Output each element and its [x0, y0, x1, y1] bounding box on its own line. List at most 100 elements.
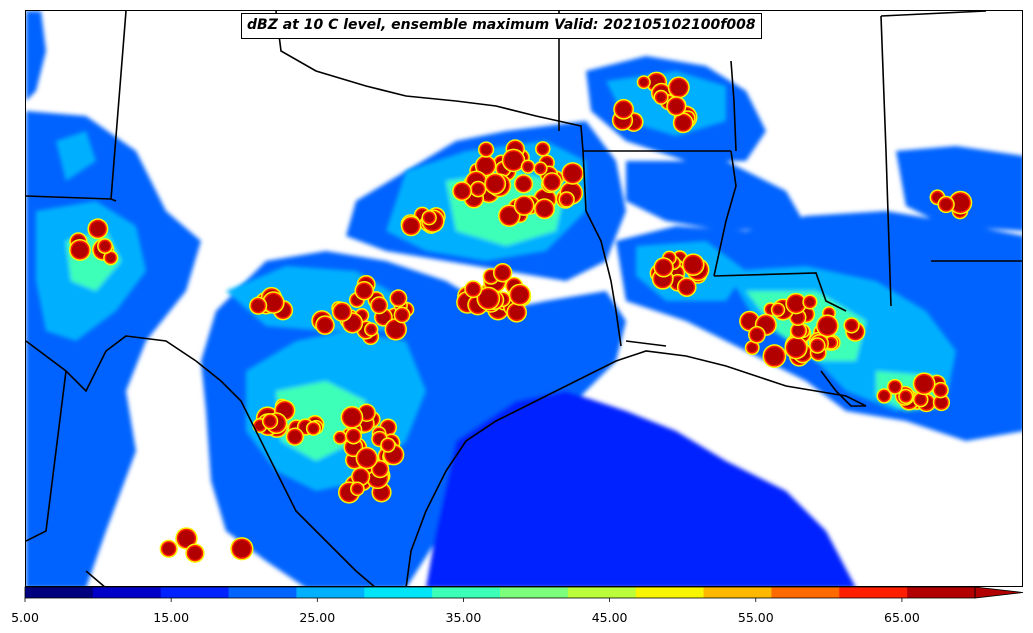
reflectivity-core — [536, 164, 545, 173]
colorbar-bin — [296, 587, 365, 598]
reflectivity-core — [188, 546, 202, 560]
reflectivity-core — [564, 165, 581, 182]
reflectivity-core — [71, 241, 88, 259]
reflectivity-core — [523, 162, 533, 171]
reflectivity-core — [516, 177, 531, 191]
reflectivity-core — [915, 375, 933, 393]
reflectivity-core — [901, 391, 911, 402]
reflectivity-core — [487, 175, 504, 192]
reflectivity-core — [392, 292, 405, 305]
reflectivity-field — [26, 11, 1022, 586]
reflectivity-core — [935, 396, 948, 409]
reflectivity-core — [679, 280, 694, 294]
reflectivity-core — [348, 430, 360, 442]
colorbar-tick-label: 55.00 — [737, 610, 774, 625]
reflectivity-core — [495, 266, 510, 280]
colorbar-bin — [771, 587, 840, 598]
reflectivity-core — [805, 297, 815, 307]
reflectivity-core — [472, 183, 484, 195]
reflectivity-core — [334, 304, 350, 319]
reflectivity-core — [504, 151, 523, 170]
reflectivity-core — [545, 175, 559, 189]
colorbar-bin — [25, 587, 94, 598]
gulf-coastline — [405, 340, 867, 586]
reflectivity-core — [940, 198, 952, 211]
reflectivity-core — [252, 299, 265, 312]
reflectivity-core — [537, 201, 552, 217]
reflectivity-core — [403, 218, 419, 234]
reflectivity-core — [747, 343, 757, 353]
reflectivity-core — [265, 294, 282, 311]
colorbar — [24, 586, 1024, 602]
reflectivity-core — [467, 283, 480, 296]
reflectivity-core — [827, 338, 836, 347]
reflectivity-core — [373, 299, 386, 312]
reflectivity-core — [178, 530, 195, 547]
colorbar-tick-label: 45.00 — [591, 610, 628, 625]
reflectivity-core — [792, 325, 805, 337]
colorbar-bin — [432, 587, 501, 598]
reflectivity-core — [106, 253, 116, 263]
reflectivity-core — [509, 304, 525, 320]
reflectivity-core — [357, 283, 371, 298]
reflectivity-core — [935, 384, 946, 396]
reflectivity-core — [751, 328, 763, 341]
reflectivity-core — [264, 416, 276, 427]
map-title: dBZ at 10 C level, ensemble maximum Vali… — [241, 13, 762, 39]
colorbar-bin — [567, 587, 637, 598]
reflectivity-core — [373, 462, 387, 476]
colorbar-tick-label: 25.00 — [299, 610, 336, 625]
reflectivity-core — [424, 212, 434, 223]
reflectivity-core — [455, 184, 470, 199]
colorbar-bin — [228, 587, 297, 598]
reflectivity-core — [684, 256, 702, 274]
reflectivity-core — [787, 339, 805, 357]
reflectivity-core — [90, 221, 106, 237]
reflectivity-core — [387, 321, 405, 338]
reflectivity-core — [367, 325, 376, 334]
colorbar-bin — [92, 587, 162, 598]
reflectivity-core — [656, 260, 671, 275]
colorbar-tick-label: 65.00 — [884, 610, 920, 625]
reflectivity-core — [354, 470, 368, 484]
colorbar-bin — [160, 587, 230, 598]
reflectivity-core — [360, 406, 373, 419]
reflectivity-core — [765, 347, 784, 366]
reflectivity-core — [846, 320, 857, 331]
colorbar-bin — [364, 587, 433, 598]
reflectivity-core — [233, 540, 251, 558]
reflectivity-core — [915, 394, 926, 405]
reflectivity-cores — [68, 71, 973, 563]
reflectivity-core — [255, 421, 265, 431]
colorbar-bin — [703, 587, 772, 598]
colorbar-extend-arrow — [974, 586, 1024, 599]
reflectivity-core — [669, 99, 684, 114]
colorbar-bin — [500, 587, 569, 598]
reflectivity-core — [343, 408, 361, 426]
reflectivity-core — [656, 92, 666, 102]
reflectivity-core — [889, 381, 900, 392]
reflectivity-core — [675, 115, 691, 131]
reflectivity-core — [480, 144, 492, 155]
reflectivity-core — [951, 193, 970, 212]
reflectivity-core — [773, 305, 783, 314]
colorbar-bin — [839, 587, 908, 598]
reflectivity-core — [516, 198, 532, 213]
colorbar-bin — [635, 587, 705, 598]
reflectivity-core — [477, 157, 494, 174]
reflectivity-core — [353, 484, 362, 494]
reflectivity-core — [818, 317, 836, 335]
colorbar-tick-label: 5.00 — [11, 610, 39, 625]
reflectivity-core — [501, 207, 518, 225]
reflectivity-core — [742, 313, 758, 329]
reflectivity-core — [162, 542, 175, 555]
reflectivity-core — [318, 318, 332, 332]
reflectivity-core — [538, 144, 548, 154]
reflectivity-core — [335, 433, 345, 442]
reflectivity-core — [639, 78, 648, 87]
colorbar-bin — [907, 587, 976, 598]
radar-map — [25, 10, 1023, 587]
reflectivity-core — [616, 101, 631, 117]
colorbar-bins — [25, 587, 976, 598]
reflectivity-core — [396, 309, 408, 321]
